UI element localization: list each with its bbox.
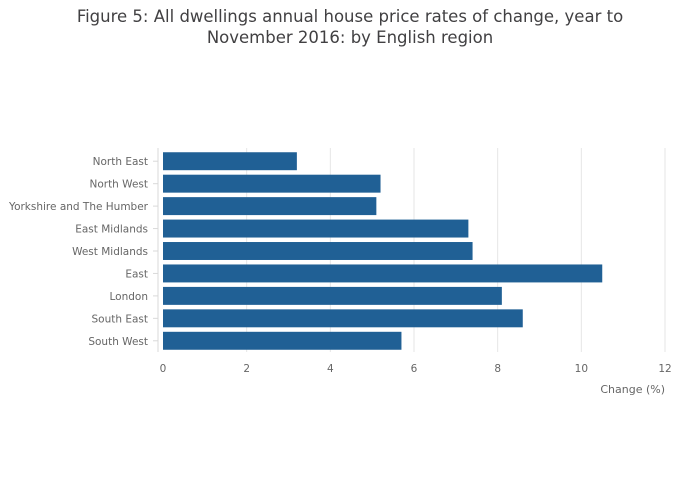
- bar: [163, 331, 402, 350]
- x-tick-label: 6: [411, 363, 418, 375]
- chart-title-line-2: November 2016: by English region: [206, 28, 494, 47]
- y-tick-label: North West: [89, 179, 148, 191]
- bar: [163, 174, 381, 193]
- x-axis: 0 2 4 6 8 10 12: [160, 363, 672, 375]
- bar: [163, 309, 523, 328]
- bar: [163, 197, 377, 216]
- y-tick-label: South East: [91, 313, 148, 325]
- bar: [163, 219, 469, 238]
- y-tick-label: Yorkshire and The Humber: [8, 201, 149, 213]
- chart-title-line-1: Figure 5: All dwellings annual house pri…: [76, 7, 624, 26]
- x-tick-label: 8: [494, 363, 501, 375]
- y-axis: North East North West Yorkshire and The Hu…: [8, 148, 159, 352]
- y-tick-label: North East: [93, 156, 148, 168]
- y-tick-label: East Midlands: [75, 224, 148, 236]
- chart-title: Figure 5: All dwellings annual house pri…: [0, 6, 700, 48]
- y-tick-label: South West: [88, 336, 148, 348]
- x-tick-label: 4: [327, 363, 334, 375]
- y-tick-label: West Midlands: [72, 246, 148, 258]
- bar: [163, 286, 502, 305]
- x-tick-label: 2: [243, 363, 250, 375]
- x-tick-label: 12: [658, 363, 671, 375]
- x-tick-label: 10: [575, 363, 588, 375]
- bar: [163, 152, 297, 171]
- bar: [163, 264, 603, 283]
- x-axis-label: Change (%): [600, 383, 665, 396]
- bar: [163, 242, 473, 260]
- y-tick-label: East: [125, 268, 148, 280]
- bars: [163, 152, 603, 350]
- x-tick-label: 0: [160, 363, 167, 375]
- y-tick-label: London: [110, 291, 149, 303]
